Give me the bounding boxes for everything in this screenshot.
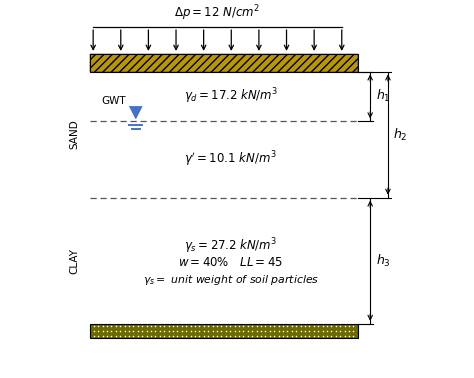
Text: GWT: GWT xyxy=(101,96,126,105)
Text: $h_3$: $h_3$ xyxy=(375,253,390,269)
Text: $\gamma_s =$ unit weight of soil particles: $\gamma_s =$ unit weight of soil particl… xyxy=(143,273,319,287)
Polygon shape xyxy=(129,106,142,119)
Polygon shape xyxy=(90,54,358,71)
Text: $\gamma_d = 17.2\ kN/m^3$: $\gamma_d = 17.2\ kN/m^3$ xyxy=(183,87,278,106)
Text: $\gamma' = 10.1\ kN/m^3$: $\gamma' = 10.1\ kN/m^3$ xyxy=(184,150,277,169)
Text: SAND: SAND xyxy=(70,120,80,149)
Polygon shape xyxy=(90,324,358,338)
Text: $\Delta p = 12\ N/cm^2$: $\Delta p = 12\ N/cm^2$ xyxy=(174,3,261,23)
Text: CLAY: CLAY xyxy=(70,248,80,274)
Text: $h_2$: $h_2$ xyxy=(393,127,408,143)
Text: $h_1$: $h_1$ xyxy=(375,88,390,104)
Text: $\gamma_s = 27.2\ kN/m^3$: $\gamma_s = 27.2\ kN/m^3$ xyxy=(184,236,277,256)
Text: $w = 40\%\quad LL = 45$: $w = 40\%\quad LL = 45$ xyxy=(178,256,283,269)
